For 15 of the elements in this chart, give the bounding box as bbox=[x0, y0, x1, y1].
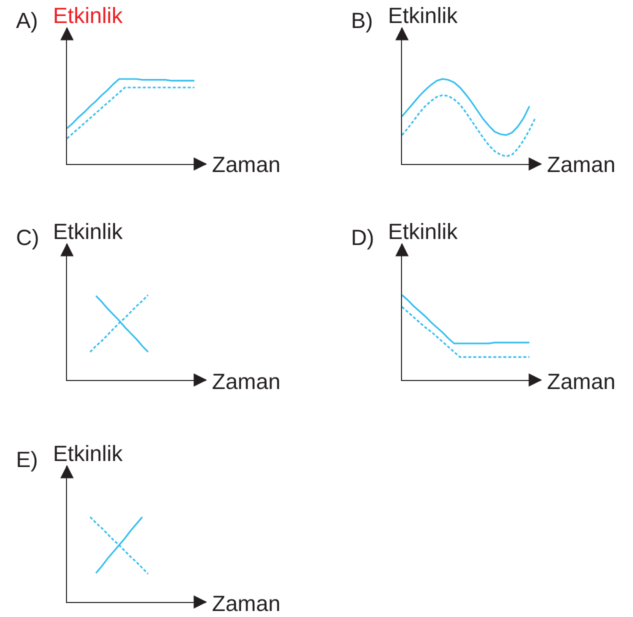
x-axis-title: Zaman bbox=[212, 369, 280, 394]
y-axis-title: Etkinlik bbox=[53, 441, 124, 466]
x-axis-title: Zaman bbox=[212, 152, 280, 177]
x-axis-title: Zaman bbox=[547, 152, 616, 177]
chart-title: D) bbox=[351, 225, 374, 250]
chart-title: E) bbox=[16, 447, 38, 472]
y-axis-title: Etkinlik bbox=[388, 3, 459, 28]
chart-title: A) bbox=[16, 8, 38, 33]
y-axis-title: Etkinlik bbox=[388, 219, 459, 244]
x-axis-title: Zaman bbox=[212, 591, 280, 616]
y-axis-title: Etkinlik bbox=[53, 219, 124, 244]
y-axis-title: Etkinlik bbox=[53, 3, 124, 28]
x-axis-title: Zaman bbox=[547, 369, 616, 394]
chart-title: C) bbox=[16, 225, 40, 250]
chart-title: B) bbox=[351, 8, 373, 33]
